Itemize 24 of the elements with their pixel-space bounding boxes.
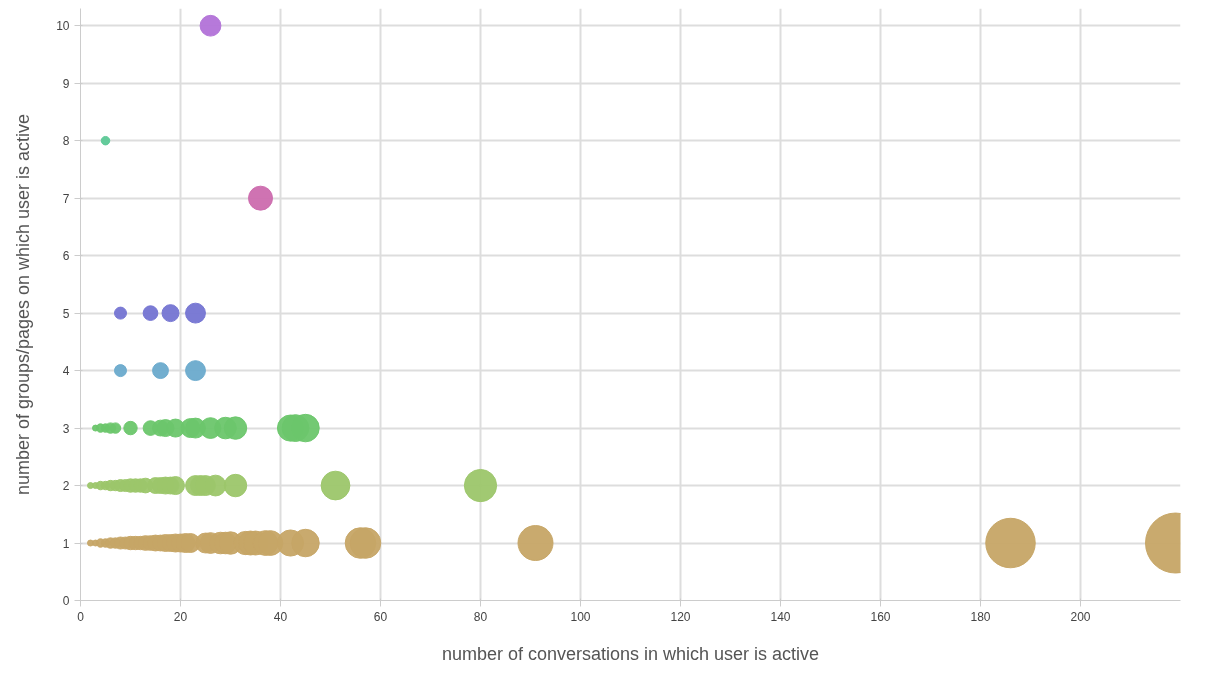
x-tick-label: 100: [570, 609, 591, 624]
x-tick-label: 140: [770, 609, 791, 624]
y-tick-label: 8: [62, 134, 70, 149]
y-tick-label: 7: [62, 191, 70, 206]
x-tick-label: 20: [173, 609, 188, 624]
y-tick-label: 5: [62, 306, 70, 321]
x-tick-label: 120: [670, 609, 691, 624]
x-tick-label: 180: [970, 609, 991, 624]
y-tick-label: 1: [62, 536, 70, 551]
x-tick-label: 80: [473, 609, 488, 624]
y-tick-label: 10: [56, 19, 70, 34]
y-axis-title: number of groups/pages on which user is active: [13, 113, 34, 496]
y-tick-label: 3: [62, 421, 70, 436]
y-tick-label: 0: [62, 594, 70, 608]
y-tick-label: 9: [62, 76, 70, 91]
y-tick-label: 6: [62, 249, 70, 264]
x-tick-label: 60: [373, 609, 388, 624]
x-tick-label: 160: [870, 609, 891, 624]
x-tick-label: 40: [273, 609, 288, 624]
x-tick-label: 200: [1070, 609, 1091, 624]
x-axis-title: number of conversations in which user is active: [441, 643, 820, 664]
y-tick-label: 4: [62, 364, 70, 379]
y-tick-label: 2: [62, 479, 70, 494]
x-tick-label: 0: [77, 609, 85, 624]
